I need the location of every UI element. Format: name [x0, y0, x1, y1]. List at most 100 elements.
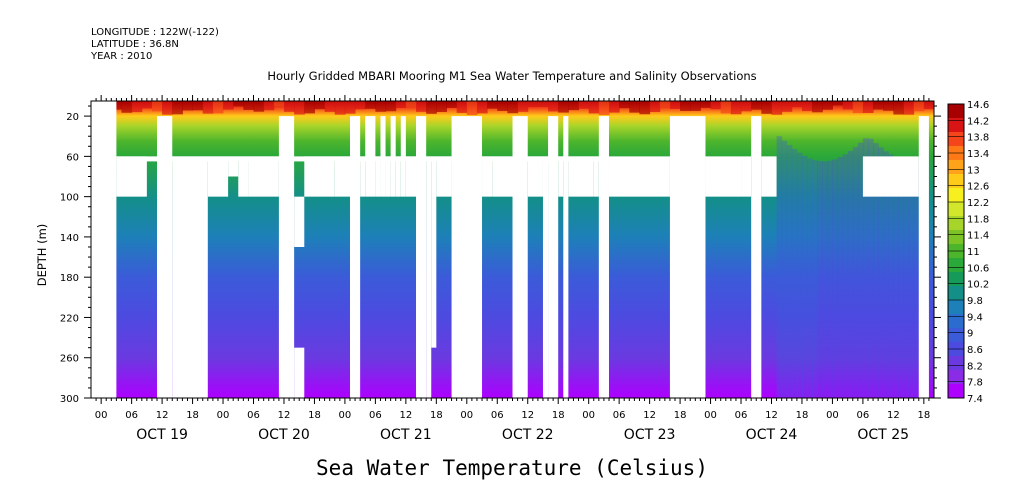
x-tick-label: 12: [521, 410, 534, 421]
intrusion-cell: [781, 140, 788, 398]
surface-cell: [426, 101, 437, 114]
surface-cell: [801, 101, 813, 112]
surface-cell: [558, 101, 569, 113]
missing-data-gap: [304, 156, 335, 197]
x-tick-label: 12: [399, 410, 412, 421]
y-tick-label: 140: [60, 233, 79, 244]
missing-data-gap: [492, 156, 513, 197]
colorbar-label: 10.2: [967, 280, 989, 291]
surface-cell: [690, 101, 701, 111]
intrusion-cell: [776, 136, 783, 398]
missing-data-gap: [512, 116, 528, 399]
intrusion-cell: [807, 158, 813, 398]
x-tick-label: 06: [125, 410, 138, 421]
x-tick-label: 18: [430, 410, 443, 421]
intrusion-cell: [908, 161, 915, 398]
intrusion-cell: [812, 160, 818, 398]
colorbar-label: 12.2: [967, 198, 989, 209]
missing-data-gap: [360, 156, 366, 197]
surface-cell: [304, 101, 315, 114]
intrusion-cell: [822, 161, 828, 398]
y-tick-label: 220: [60, 313, 79, 324]
surface-cell: [527, 101, 539, 108]
intrusion-cell: [832, 159, 839, 398]
surface-cell: [873, 101, 884, 110]
missing-data-gap: [761, 156, 777, 197]
surface-cell: [294, 101, 305, 115]
missing-data-gap: [375, 156, 381, 197]
colorbar-label: 9.8: [967, 296, 983, 307]
intrusion-cell: [842, 154, 849, 398]
missing-data-gap: [548, 116, 559, 399]
missing-data-gap: [380, 116, 386, 197]
day-label: OCT 23: [624, 427, 676, 443]
missing-data-gap: [918, 116, 929, 399]
chart-title: Hourly Gridded MBARI Mooring M1 Sea Wate…: [267, 69, 756, 83]
missing-data-gap: [608, 156, 670, 197]
missing-data-gap: [751, 116, 762, 399]
colorbar-label: 9.4: [967, 312, 983, 323]
surface-cell: [883, 101, 894, 111]
surface-cell: [649, 101, 661, 113]
intrusion-cell: [867, 138, 874, 399]
x-tick-label: 06: [857, 410, 870, 421]
surface-cell: [832, 101, 844, 106]
surface-cell: [131, 101, 143, 113]
surface-cell: [822, 101, 833, 110]
intrusion-cell: [796, 152, 803, 398]
day-label: OCT 25: [857, 427, 909, 443]
surface-cell: [812, 101, 823, 113]
surface-cell: [182, 101, 194, 111]
x-tick-label: 18: [917, 410, 930, 421]
surface-cell: [761, 101, 772, 114]
surface-cell: [639, 101, 651, 115]
intrusion-cell: [817, 161, 823, 398]
missing-data-gaps: [91, 101, 929, 399]
colorbar-label: 11.4: [967, 231, 989, 242]
surface-cell: [537, 101, 549, 107]
surface-cell: [344, 101, 356, 114]
missing-data-gap: [278, 116, 295, 399]
surface-cell: [669, 101, 681, 109]
surface-cell: [700, 101, 712, 108]
surface-cell: [405, 101, 417, 107]
missing-data-gap: [395, 156, 401, 197]
x-tick-label: 12: [156, 410, 169, 421]
missing-data-gap: [436, 156, 452, 197]
surface-cell: [903, 101, 915, 115]
y-tick-label: 300: [60, 394, 79, 405]
colorbar-label: 10.6: [967, 263, 989, 274]
colorbar-label: 14.2: [967, 116, 989, 127]
missing-data-gap: [157, 116, 173, 399]
x-tick-label: 06: [247, 410, 260, 421]
colorbar-label: 12.6: [967, 182, 989, 193]
day-label: OCT 20: [258, 427, 310, 443]
surface-cell: [283, 101, 295, 112]
missing-data-gap: [294, 196, 305, 247]
intrusion-cell: [878, 147, 884, 398]
latitude-label: LATITUDE : 36.8N: [91, 39, 179, 50]
field-texture: [91, 101, 935, 399]
surface-cell: [497, 101, 508, 111]
surface-cell: [598, 101, 610, 115]
colorbar-label: 11.8: [967, 214, 989, 225]
intrusion-cell: [903, 160, 910, 398]
surface-cell: [771, 101, 783, 115]
intrusion-cell: [837, 157, 844, 398]
missing-data-gap: [542, 156, 549, 398]
surface-cell: [111, 101, 122, 110]
y-tick-label: 180: [60, 273, 79, 284]
surface-cell: [162, 101, 173, 115]
surface-cell: [446, 101, 458, 108]
missing-data-gap: [416, 116, 427, 399]
surface-cell: [324, 101, 336, 112]
surface-cell: [416, 101, 427, 112]
missing-data-gap: [228, 156, 239, 177]
surface-cell: [507, 101, 519, 114]
surface-cell: [568, 101, 580, 111]
missing-data-gap: [669, 116, 706, 399]
x-tick-label: 18: [674, 410, 687, 421]
missing-data-gap: [365, 116, 376, 197]
surface-cell: [791, 101, 803, 108]
missing-data-gap: [349, 116, 361, 399]
